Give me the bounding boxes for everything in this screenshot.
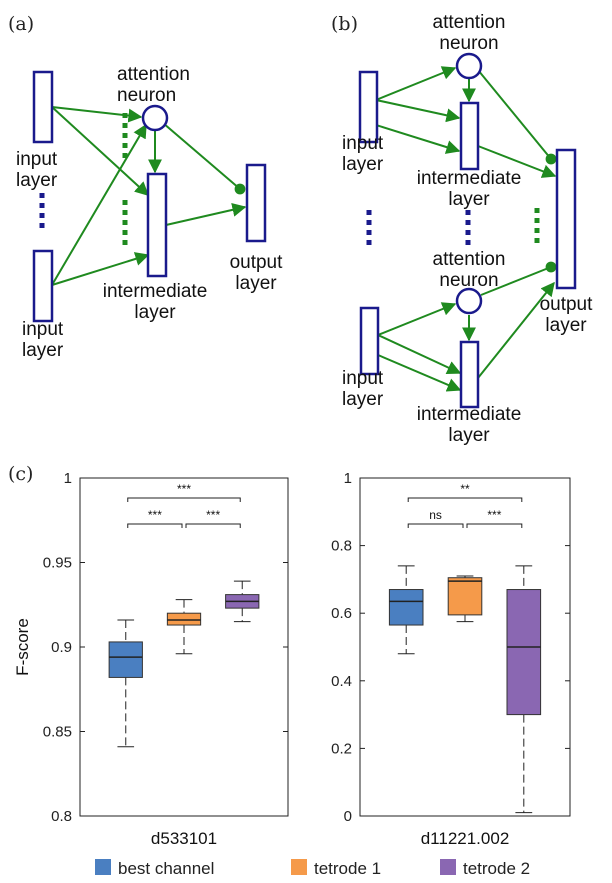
- y-tick-label: 0.85: [43, 724, 72, 741]
- panel-b-connections: [375, 66, 557, 392]
- x-axis-label: d11221.002: [421, 829, 510, 848]
- panel-a-input-layer-top: [32, 70, 54, 144]
- y-tick-label: 0.95: [43, 555, 72, 572]
- box-tetrode-2: [225, 580, 260, 623]
- significance-bracket: ns: [407, 508, 464, 528]
- legend-label: best channel: [118, 859, 214, 878]
- box-tetrode-1: [166, 599, 202, 655]
- significance-bracket: ***: [466, 508, 523, 528]
- significance-label: ns: [429, 508, 442, 522]
- box-best-channel: [388, 565, 424, 655]
- y-axis-label: F-score: [13, 618, 32, 676]
- y-tick-label: 1: [344, 470, 352, 487]
- panel-a-input-layer-bottom: [32, 249, 54, 323]
- panel-a-intermediate-layer: [146, 172, 168, 278]
- legend-item-best-channel: best channel: [95, 859, 214, 878]
- panel-b-output-layer: [555, 148, 577, 290]
- y-tick-label: 0.4: [331, 673, 352, 690]
- significance-label: ***: [177, 482, 191, 496]
- significance-bracket: **: [407, 482, 523, 502]
- plot-frame: [359, 477, 571, 817]
- bracket-line: [185, 523, 241, 528]
- y-tick-label: 0.2: [331, 740, 352, 757]
- box-body: [506, 589, 542, 716]
- panel-b-attention-top-label: attention neuron: [433, 12, 506, 54]
- legend: best channel tetrode 1 tetrode 2: [95, 859, 530, 878]
- panel-b-label: (b): [331, 13, 358, 35]
- significance-label: **: [460, 482, 470, 496]
- y-tick-label: 0.8: [331, 538, 352, 555]
- panel-b-intermediate-layer-bottom: [459, 340, 480, 409]
- bracket-line: [127, 523, 183, 528]
- y-tick-label: 0.6: [331, 605, 352, 622]
- bracket-line: [407, 497, 523, 502]
- y-tick-label: 0.9: [51, 639, 72, 656]
- panel-b: (b) attention neuron input laye: [331, 12, 593, 446]
- panel-b-intermediate-bottom-label: intermediate layer: [417, 404, 522, 446]
- legend-swatch: [440, 859, 456, 875]
- panel-a-input-top-label: input layer: [16, 149, 58, 191]
- x-axis-label: d533101: [151, 829, 217, 848]
- legend-item-tetrode-1: tetrode 1: [291, 859, 381, 878]
- panel-b-attention-neuron-bottom: [455, 287, 483, 315]
- box-body: [166, 612, 202, 626]
- panel-a-attention-neuron: [141, 104, 169, 132]
- panel-a-label: (a): [8, 13, 34, 35]
- bracket-line: [466, 523, 523, 528]
- panel-c-label: (c): [8, 463, 33, 485]
- bracket-line: [127, 497, 241, 502]
- significance-label: ***: [148, 508, 162, 522]
- legend-item-tetrode-2: tetrode 2: [440, 859, 530, 878]
- panel-b-input-bottom-label: input layer: [342, 368, 384, 410]
- panel-a-output-layer: [245, 163, 267, 243]
- panel-b-input-layer-top: [358, 70, 379, 144]
- panel-a-intermediate-label: intermediate layer: [103, 281, 208, 323]
- panel-b-input-layer-bottom: [359, 306, 380, 376]
- significance-bracket: ***: [185, 508, 241, 528]
- significance-bracket: ***: [127, 508, 183, 528]
- legend-swatch: [95, 859, 111, 875]
- panel-a-output-label: output layer: [230, 252, 284, 294]
- panel-b-intermediate-layer-top: [459, 101, 480, 171]
- panel-a-input-bottom-label: input layer: [22, 319, 64, 361]
- panel-a-attention-label: attention neuron: [117, 64, 190, 106]
- panel-b-intermediate-top-label: intermediate layer: [417, 168, 522, 210]
- bracket-line: [407, 523, 464, 528]
- box-tetrode-2: [506, 565, 542, 814]
- box-best-channel: [108, 619, 143, 748]
- panel-a-connections: [51, 106, 247, 286]
- significance-label: ***: [206, 508, 220, 522]
- y-tick-label: 0.8: [51, 808, 72, 825]
- panel-b-input-top-label: input layer: [342, 133, 384, 175]
- y-tick-label: 0: [344, 808, 352, 825]
- y-tick-label: 1: [64, 470, 72, 487]
- legend-label: tetrode 1: [314, 859, 381, 878]
- legend-label: tetrode 2: [463, 859, 530, 878]
- box-chart-d533101: 0.8 0.85 0.9 0.95 1 F-score d533101 *** *** ***: [13, 470, 289, 848]
- panel-a: (a) attention neuron input layer input laye…: [8, 13, 283, 361]
- box-tetrode-1: [447, 575, 483, 623]
- box-body: [447, 577, 483, 616]
- significance-label: ***: [487, 508, 501, 522]
- legend-swatch: [291, 859, 307, 875]
- significance-bracket: ***: [127, 482, 241, 502]
- box-body: [388, 589, 424, 626]
- panel-b-attention-bottom-label: attention neuron: [433, 249, 506, 291]
- box-body: [108, 641, 143, 678]
- panel-b-output-label: output layer: [540, 294, 594, 336]
- panel-b-attention-neuron-top: [455, 52, 483, 80]
